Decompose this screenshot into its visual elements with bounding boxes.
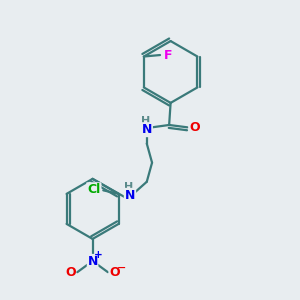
Text: Cl: Cl (87, 183, 101, 196)
Text: O: O (65, 266, 76, 279)
Text: N: N (87, 254, 98, 268)
Text: O: O (109, 266, 120, 279)
Text: N: N (142, 123, 152, 136)
Text: N: N (125, 189, 135, 202)
Text: F: F (164, 49, 172, 62)
Text: H: H (141, 116, 150, 126)
Text: +: + (94, 250, 103, 260)
Text: O: O (189, 121, 200, 134)
Text: H: H (124, 182, 133, 192)
Text: −: − (117, 263, 126, 273)
